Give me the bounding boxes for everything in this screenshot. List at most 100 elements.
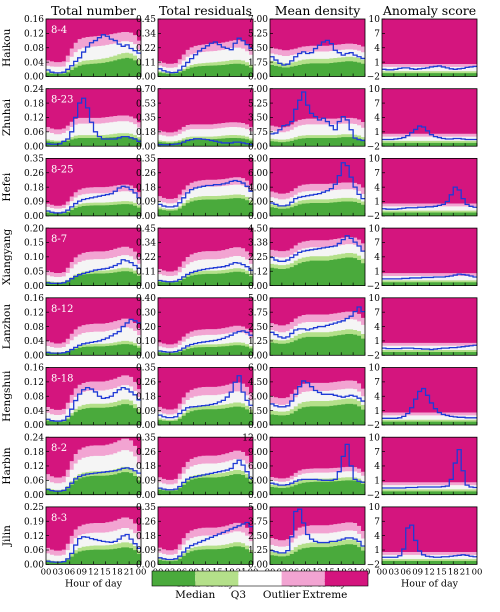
panel-plot [270, 437, 365, 495]
observed-series-line [382, 344, 477, 351]
panel-plot [46, 19, 141, 77]
y-tick-label: 0.00 [248, 491, 268, 501]
y-tick-label: 4 [374, 253, 380, 263]
y-tick-label: 0.18 [136, 532, 156, 542]
y-tick-label: 7.00 [248, 15, 268, 25]
panel-plot [158, 158, 253, 216]
panel-plot [270, 367, 365, 425]
date-label: 8-18 [51, 374, 73, 385]
y-tick-label: 0.19 [24, 517, 44, 527]
y-tick-label: 0.34 [136, 30, 156, 40]
observed-series-line [158, 261, 253, 283]
y-tick-label: 3.38 [248, 239, 268, 249]
panel-plot [270, 506, 365, 565]
panel-plot [158, 297, 253, 356]
y-tick-label: 0.20 [24, 224, 44, 234]
median-region [270, 257, 365, 286]
x-tick-label: 21 [124, 567, 135, 577]
y-tick-label: 0.00 [24, 421, 44, 431]
panel: 0.00 1.75 3.50 5.25 7.00 [248, 15, 366, 83]
panel-plot [158, 19, 253, 77]
y-tick-label: 4.50 [248, 224, 268, 234]
legend-swatch [281, 571, 325, 586]
y-tick-label: 0.06 [24, 546, 44, 556]
x-tick-label: 21 [460, 567, 471, 577]
y-tick-label: 0.12 [24, 462, 44, 472]
y-tick-label: −2 [367, 352, 380, 362]
y-tick-label: 0.00 [24, 212, 44, 222]
y-tick-label: 0.09 [136, 407, 156, 417]
observed-series-line [382, 387, 477, 419]
y-tick-label: 12.00 [242, 433, 268, 443]
y-tick-label: 0.09 [136, 198, 156, 208]
panel-plot [382, 506, 477, 565]
y-tick-label: 0.45 [136, 15, 156, 25]
y-tick-label: 1 [374, 198, 380, 208]
legend-label: Q3 [231, 589, 246, 601]
panel-plot [158, 367, 253, 425]
observed-series-line [270, 235, 365, 262]
y-tick-label: 1 [374, 267, 380, 277]
x-tick-label: 15 [436, 567, 447, 577]
panel: 0.00 3.00 6.00 9.00 12.00 [242, 433, 366, 501]
x-tick-label: 18 [112, 567, 123, 577]
panel: −2 1 4 7 10 [367, 364, 478, 431]
y-tick-label: −2 [367, 142, 380, 152]
y-tick-label: 2.25 [248, 253, 268, 263]
y-tick-label: 0.00 [24, 352, 44, 362]
y-tick-label: 0.26 [136, 448, 156, 458]
y-tick-label: 0.18 [24, 448, 44, 458]
date-label: 8-12 [51, 304, 73, 315]
panel: 0.00 0.04 0.08 0.12 0.16 8-12 [24, 294, 142, 362]
panel-plot [382, 19, 477, 77]
observed-series-line [158, 459, 253, 491]
column-title: Mean density [275, 3, 362, 18]
y-tick-label: 4 [374, 462, 380, 472]
observed-series-line [382, 65, 477, 71]
y-tick-label: 0.00 [248, 142, 268, 152]
panel-plot [270, 19, 365, 77]
y-tick-label: 7 [374, 239, 380, 249]
panel: 0.00 1.25 2.50 3.75 5.00 [248, 294, 366, 362]
median-region [270, 480, 365, 495]
y-tick-label: 5.25 [248, 30, 268, 40]
panel-plot [270, 158, 365, 216]
y-tick-label: 0.34 [136, 239, 156, 249]
y-tick-label: 0.09 [136, 546, 156, 556]
x-tick-label: 03 [52, 567, 63, 577]
x-tick-label: 15 [100, 567, 111, 577]
y-tick-label: 0.18 [136, 183, 156, 193]
x-tick-label: 12 [88, 567, 99, 577]
y-tick-label: 0.22 [136, 44, 156, 54]
observed-series-line [382, 449, 477, 489]
legend-label: Outlier [263, 589, 302, 601]
y-tick-label: −2 [367, 561, 380, 571]
y-tick-label: 0.35 [136, 503, 156, 513]
y-tick-label: 0.08 [24, 44, 44, 54]
y-tick-label: 3.00 [248, 392, 268, 402]
y-tick-label: 0.08 [24, 323, 44, 333]
y-tick-label: 4.00 [248, 183, 268, 193]
x-tick-label: 09 [76, 567, 87, 577]
observed-series-line [158, 375, 253, 419]
panel: 0.00 0.09 0.18 0.26 0.35 [136, 364, 254, 431]
column-title: Total residuals [159, 3, 252, 18]
y-tick-label: −2 [367, 282, 380, 292]
panel-plot [382, 437, 477, 495]
y-tick-label: 10 [369, 15, 381, 25]
y-tick-label: 4 [374, 323, 380, 333]
y-tick-label: 0.00 [136, 352, 156, 362]
y-tick-label: 0.09 [136, 477, 156, 487]
date-label: 8-2 [51, 443, 67, 454]
median-region [46, 404, 141, 425]
y-tick-label: 0.11 [136, 267, 156, 277]
y-tick-label: 7 [374, 99, 380, 109]
y-tick-label: 3.50 [248, 114, 268, 124]
panel-plot [46, 158, 141, 216]
legend-label: Extreme [302, 589, 347, 601]
y-tick-label: 0.35 [136, 155, 156, 165]
panel: 0.00 1.12 2.25 3.38 4.50 [248, 224, 366, 292]
y-tick-label: 1 [374, 477, 380, 487]
observed-series-line [46, 467, 141, 492]
